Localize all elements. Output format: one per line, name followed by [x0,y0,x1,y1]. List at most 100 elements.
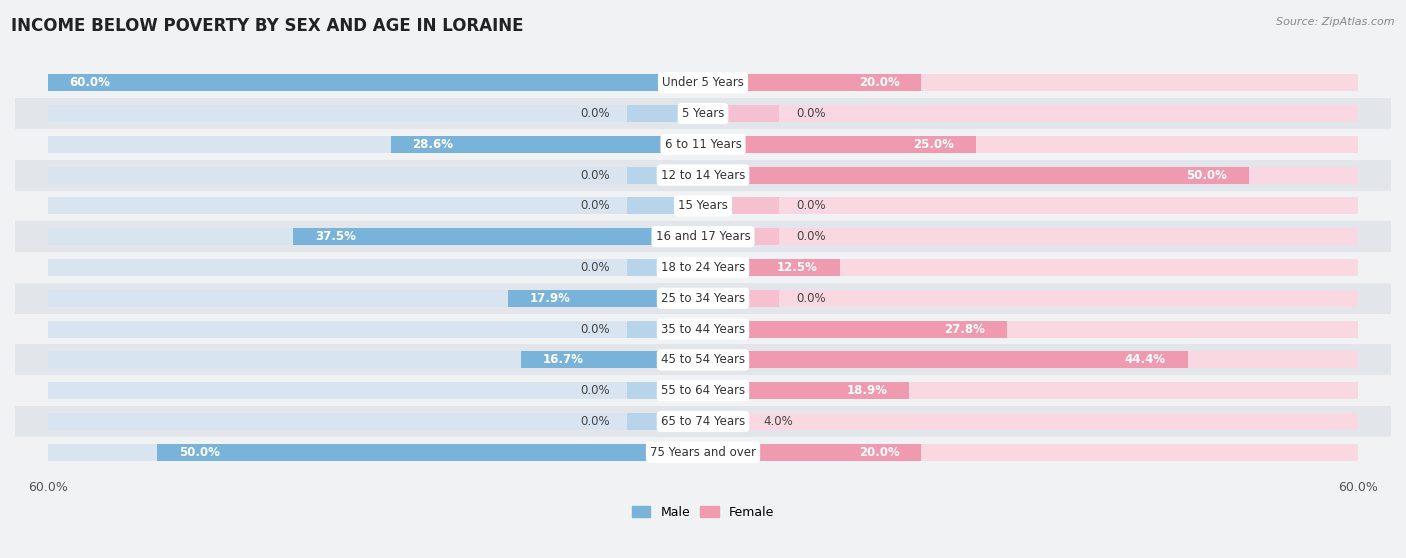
Bar [703,198,1358,214]
Text: 25 to 34 Years: 25 to 34 Years [661,292,745,305]
Bar [703,136,1358,153]
Text: 0.0%: 0.0% [581,415,610,428]
Bar [703,413,1358,430]
Bar [48,382,703,399]
Bar [48,105,703,122]
Bar [0,437,1406,468]
Bar [703,105,1358,122]
Bar [48,167,703,184]
Bar [703,382,1358,399]
Text: 35 to 44 Years: 35 to 44 Years [661,323,745,335]
Bar [627,382,703,399]
Bar [0,252,1406,283]
Text: 12.5%: 12.5% [776,261,818,274]
Text: 12 to 14 Years: 12 to 14 Years [661,169,745,181]
Text: 17.9%: 17.9% [530,292,571,305]
Bar [703,321,1358,338]
Text: 50.0%: 50.0% [179,446,219,459]
Text: 18.9%: 18.9% [846,384,887,397]
Bar [48,228,703,245]
Text: INCOME BELOW POVERTY BY SEX AND AGE IN LORAINE: INCOME BELOW POVERTY BY SEX AND AGE IN L… [11,17,524,35]
Text: 15 Years: 15 Years [678,199,728,213]
Bar [0,283,1406,314]
Legend: Male, Female: Male, Female [631,506,775,519]
Bar [703,259,839,276]
Bar [0,376,1406,406]
Bar [703,444,921,461]
Bar [703,228,1358,245]
Text: 0.0%: 0.0% [581,323,610,335]
Bar [0,190,1406,222]
Text: 0.0%: 0.0% [796,107,825,120]
Bar [703,228,779,245]
Text: 75 Years and over: 75 Years and over [650,446,756,459]
Bar [48,259,703,276]
Bar [703,382,910,399]
Bar [703,413,747,430]
Bar [627,321,703,338]
Text: 0.0%: 0.0% [581,261,610,274]
Bar [703,290,1358,307]
Bar [703,444,1358,461]
Bar [48,321,703,338]
Bar [703,198,779,214]
Text: 0.0%: 0.0% [581,199,610,213]
Text: 0.0%: 0.0% [581,107,610,120]
Bar [48,413,703,430]
Bar [627,198,703,214]
Bar [520,352,703,368]
Bar [0,344,1406,376]
Bar [627,413,703,430]
Text: 44.4%: 44.4% [1125,353,1166,367]
Bar [627,105,703,122]
Bar [0,68,1406,98]
Text: 5 Years: 5 Years [682,107,724,120]
Bar [703,259,1358,276]
Text: 25.0%: 25.0% [914,138,955,151]
Text: 16.7%: 16.7% [543,353,583,367]
Text: 60.0%: 60.0% [70,76,111,89]
Bar [0,222,1406,252]
Bar [0,160,1406,190]
Bar [48,290,703,307]
Text: 4.0%: 4.0% [763,415,793,428]
Bar [0,314,1406,344]
Bar [48,74,703,91]
Bar [48,444,703,461]
Text: 18 to 24 Years: 18 to 24 Years [661,261,745,274]
Text: 37.5%: 37.5% [315,230,356,243]
Text: 50.0%: 50.0% [1187,169,1227,181]
Bar [703,352,1188,368]
Bar [703,74,1358,91]
Text: 6 to 11 Years: 6 to 11 Years [665,138,741,151]
Text: Under 5 Years: Under 5 Years [662,76,744,89]
Bar [391,136,703,153]
Text: 0.0%: 0.0% [796,230,825,243]
Bar [48,74,703,91]
Text: Source: ZipAtlas.com: Source: ZipAtlas.com [1277,17,1395,27]
Bar [703,352,1358,368]
Bar [703,290,779,307]
Bar [703,105,779,122]
Text: 45 to 54 Years: 45 to 54 Years [661,353,745,367]
Bar [0,406,1406,437]
Text: 0.0%: 0.0% [796,199,825,213]
Bar [627,167,703,184]
Bar [703,321,1007,338]
Bar [703,167,1249,184]
Bar [48,198,703,214]
Bar [703,136,976,153]
Bar [157,444,703,461]
Text: 27.8%: 27.8% [943,323,984,335]
Text: 28.6%: 28.6% [412,138,454,151]
Bar [508,290,703,307]
Bar [294,228,703,245]
Text: 0.0%: 0.0% [796,292,825,305]
Text: 20.0%: 20.0% [859,76,900,89]
Bar [0,129,1406,160]
Bar [627,259,703,276]
Text: 55 to 64 Years: 55 to 64 Years [661,384,745,397]
Text: 0.0%: 0.0% [581,169,610,181]
Bar [0,98,1406,129]
Text: 16 and 17 Years: 16 and 17 Years [655,230,751,243]
